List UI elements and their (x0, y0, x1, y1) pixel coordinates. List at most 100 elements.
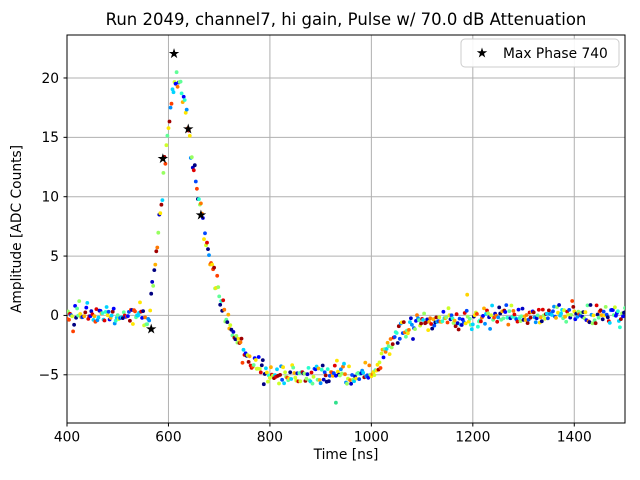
scatter-point (470, 322, 475, 327)
scatter-point (239, 336, 244, 341)
scatter-point (278, 373, 282, 377)
scatter-point (417, 318, 421, 323)
scatter-point (501, 316, 506, 321)
scatter-point (159, 202, 164, 207)
scatter-point (175, 84, 180, 89)
scatter-point (613, 305, 617, 310)
scatter-point (415, 313, 419, 318)
scatter-point (413, 327, 417, 331)
scatter-point (153, 262, 158, 267)
scatter-point (253, 358, 258, 362)
scatter-point (75, 306, 79, 311)
scatter-point (228, 323, 233, 327)
scatter-point (340, 371, 344, 376)
scatter-point (516, 307, 521, 312)
scatter-point (292, 371, 297, 375)
scatter-point (409, 316, 413, 321)
scatter-point (507, 309, 512, 313)
scatter-point (158, 211, 163, 216)
scatter-point (505, 315, 510, 320)
scatter-point (619, 317, 623, 321)
scatter-point (437, 315, 442, 320)
scatter-point (387, 352, 392, 356)
scatter-point (367, 363, 372, 368)
scatter-point (305, 372, 310, 377)
scatter-point (322, 370, 327, 375)
scatter-point (509, 303, 514, 308)
scatter-point (318, 381, 323, 386)
max-phase-star (145, 323, 157, 334)
x-tick-label: 1000 (354, 430, 389, 446)
scatter-point (77, 299, 82, 303)
scatter-point (383, 350, 388, 354)
scatter-point (540, 307, 545, 312)
scatter-point (342, 361, 346, 366)
scatter-point (599, 313, 604, 317)
scatter-point (238, 340, 243, 345)
scatter-point (331, 371, 336, 376)
scatter-point (178, 79, 183, 84)
scatter-point (571, 305, 576, 309)
scatter-point (594, 303, 599, 308)
scatter-point (165, 133, 170, 138)
scatter-point (605, 315, 610, 320)
scatter-point (207, 253, 211, 257)
scatter-point (215, 273, 220, 278)
scatter-point (332, 363, 337, 368)
scatter-point (221, 298, 226, 303)
scatter-point (70, 314, 74, 319)
scatter-point (440, 319, 445, 324)
scatter-point (258, 370, 263, 375)
scatter-point (236, 336, 241, 341)
scatter-point (445, 320, 450, 325)
grid-lines (67, 35, 625, 423)
scatter-point (523, 318, 528, 322)
scatter-point (430, 326, 435, 331)
scatter-point (414, 319, 418, 323)
scatter-point (246, 360, 251, 364)
scatter-point (588, 303, 593, 307)
scatter-point (554, 316, 558, 320)
scatter-point (71, 329, 75, 334)
scatter-point (152, 268, 157, 272)
scatter-point (205, 240, 209, 245)
scatter-point (441, 309, 446, 314)
scatter-point (149, 291, 154, 296)
x-tick-label: 800 (257, 430, 283, 446)
scatter-point (598, 308, 603, 313)
scatter-point (334, 373, 338, 378)
scatter-point (464, 308, 469, 313)
x-tick-label: 1200 (455, 430, 490, 446)
scatter-point (336, 369, 340, 374)
scatter-point (587, 320, 592, 325)
scatter-point (486, 311, 490, 316)
scatter-point (150, 280, 155, 284)
scatter-point (593, 321, 598, 326)
scatter-point (317, 378, 322, 382)
scatter-point (203, 231, 207, 236)
star-icon (476, 47, 488, 58)
scatter-point (151, 284, 156, 288)
scatter-point (345, 381, 349, 386)
scatter-point (557, 303, 561, 307)
scatter-point (490, 303, 494, 308)
scatter-point (78, 312, 83, 316)
scatter-point (456, 327, 461, 332)
scatter-point (182, 98, 187, 102)
scatter-point (449, 313, 454, 318)
scatter-point (591, 313, 596, 318)
scatter-point (434, 315, 439, 320)
scatter-point (147, 318, 152, 323)
scatter-point (575, 315, 580, 319)
scatter-point (385, 340, 390, 345)
scatter-point (539, 319, 544, 324)
scatter-point (452, 318, 457, 323)
scatter-point (482, 306, 486, 311)
scatter-point (562, 308, 566, 313)
scatter-point (306, 366, 311, 370)
y-tick-label: 10 (41, 190, 59, 206)
y-tick-label: 5 (50, 249, 59, 265)
scatter-point (546, 316, 550, 321)
scatter-point (547, 308, 551, 313)
